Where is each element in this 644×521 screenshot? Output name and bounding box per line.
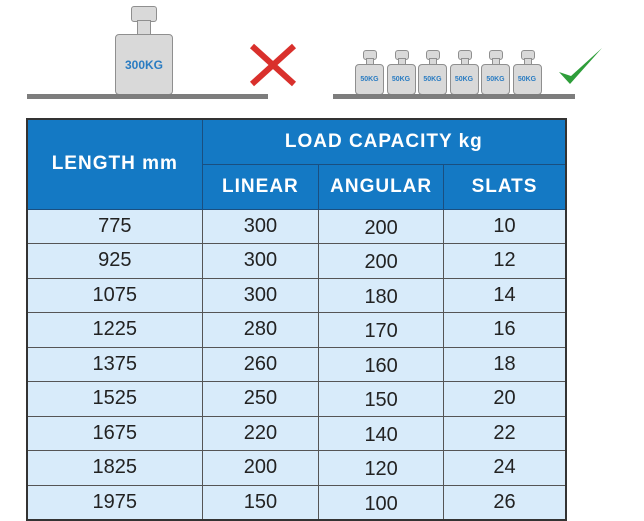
- linear-cell: 300: [201, 243, 320, 279]
- linear-cell: 280: [201, 312, 320, 348]
- length-header: LENGTH mm: [26, 118, 203, 210]
- slats-cell: 14: [443, 277, 567, 313]
- angular-cell: 100: [318, 484, 445, 521]
- linear-cell: 300: [201, 277, 320, 313]
- linear-cell: 150: [201, 484, 320, 521]
- table-row: 1675 220 140 22: [26, 415, 567, 451]
- length-cell: 1975: [26, 484, 203, 521]
- linear-cell: 260: [201, 346, 320, 382]
- angular-cell: 170: [318, 312, 445, 348]
- length-cell: 1225: [26, 312, 203, 348]
- weight-label: 50KG: [418, 64, 447, 95]
- small-weight: 50KG: [386, 50, 416, 95]
- floor-left: [27, 94, 268, 99]
- linear-cell: 200: [201, 450, 320, 486]
- slats-cell: 24: [443, 450, 567, 486]
- slats-cell: 16: [443, 312, 567, 348]
- floor-right: [333, 94, 575, 99]
- large-weight: 300KG: [115, 6, 173, 95]
- table-row: 1075 300 180 14: [26, 277, 567, 313]
- table-row: 1225 280 170 16: [26, 312, 567, 348]
- linear-cell: 220: [201, 415, 320, 451]
- linear-header: LINEAR: [201, 163, 320, 210]
- table-row: 1525 250 150 20: [26, 381, 567, 417]
- check-icon: [559, 48, 602, 84]
- load-capacity-header: LOAD CAPACITY kg: [201, 118, 567, 165]
- load-capacity-table: LENGTH mm LOAD CAPACITY kg LINEAR ANGULA…: [26, 118, 567, 521]
- length-cell: 1075: [26, 277, 203, 313]
- linear-cell: 300: [201, 208, 320, 244]
- length-cell: 1675: [26, 415, 203, 451]
- table-row: 775 300 200 10: [26, 208, 567, 244]
- slats-cell: 18: [443, 346, 567, 382]
- table-row: 925 300 200 12: [26, 243, 567, 279]
- slats-cell: 22: [443, 415, 567, 451]
- angular-cell: 150: [318, 381, 445, 417]
- angular-cell: 160: [318, 346, 445, 382]
- small-weight: 50KG: [418, 50, 447, 95]
- slats-cell: 20: [443, 381, 567, 417]
- length-cell: 1375: [26, 346, 203, 382]
- angular-header: ANGULAR: [318, 163, 445, 210]
- length-cell: 925: [26, 243, 203, 279]
- weight-label: 50KG: [355, 64, 384, 95]
- small-weight: 50KG: [355, 50, 384, 95]
- slats-cell: 12: [443, 243, 567, 279]
- length-cell: 1825: [26, 450, 203, 486]
- weight-label: 300KG: [115, 34, 173, 95]
- length-cell: 1525: [26, 381, 203, 417]
- slats-header: SLATS: [443, 163, 567, 210]
- linear-cell: 250: [201, 381, 320, 417]
- table-row: 1975 150 100 26: [26, 484, 567, 521]
- small-weight: 50KG: [481, 50, 510, 95]
- angular-cell: 140: [318, 415, 445, 451]
- slats-cell: 26: [443, 484, 567, 521]
- cross-icon: [249, 43, 297, 87]
- angular-cell: 120: [318, 450, 445, 486]
- slats-cell: 10: [443, 208, 567, 244]
- weight-label: 50KG: [512, 64, 542, 95]
- weight-label: 50KG: [386, 64, 416, 95]
- small-weight: 50KG: [449, 50, 479, 95]
- table-row: 1825 200 120 24: [26, 450, 567, 486]
- angular-cell: 200: [318, 243, 445, 279]
- angular-cell: 200: [318, 208, 445, 244]
- length-cell: 775: [26, 208, 203, 244]
- angular-cell: 180: [318, 277, 445, 313]
- small-weight: 50KG: [512, 50, 542, 95]
- weight-label: 50KG: [481, 64, 510, 95]
- table-row: 1375 260 160 18: [26, 346, 567, 382]
- weight-label: 50KG: [449, 64, 479, 95]
